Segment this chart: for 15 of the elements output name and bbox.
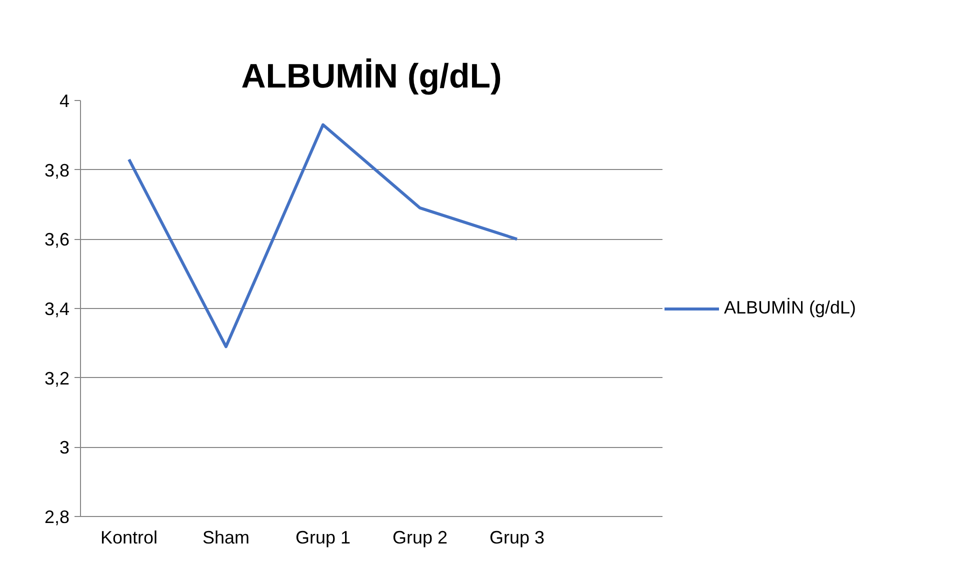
legend-label: ALBUMİN (g/dL) xyxy=(724,298,856,318)
y-tick-label: 3,6 xyxy=(44,230,70,250)
y-tick-label: 2,8 xyxy=(44,507,70,527)
x-tick-label: Grup 2 xyxy=(392,528,448,548)
line-series xyxy=(128,123,518,348)
y-tick-label: 3 xyxy=(59,438,70,458)
x-tick-label: Grup 3 xyxy=(489,528,545,548)
chart-title: ALBUMİN (g/dL) xyxy=(241,58,502,96)
y-tick-label: 4 xyxy=(59,91,70,111)
x-tick-label: Kontrol xyxy=(100,528,158,548)
x-tick-label: Sham xyxy=(202,528,250,548)
y-tick-label: 3,8 xyxy=(44,160,70,180)
y-tick-label: 3,2 xyxy=(44,368,70,388)
x-tick-label: Grup 1 xyxy=(295,528,351,548)
y-tick-label: 3,4 xyxy=(44,299,70,319)
